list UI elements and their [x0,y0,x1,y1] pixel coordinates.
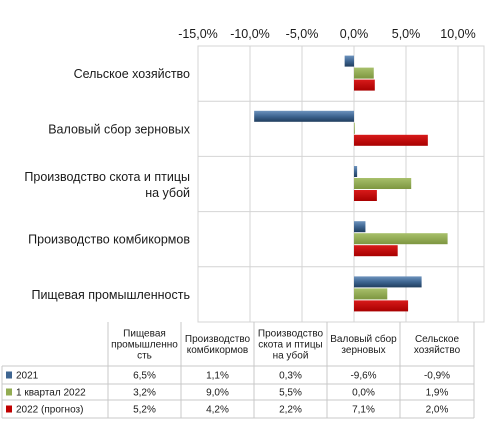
category-label: Сельское хозяйство [74,67,190,81]
legend-swatch [6,405,12,413]
table-header: Производство комбикормов [185,334,251,356]
bar [354,190,377,201]
bar [354,79,375,91]
bar [344,55,354,67]
legend-entry: 2021 [16,371,39,382]
table-cell: 4,2% [206,405,229,416]
category-label: Валовый сбор зерновых [48,122,191,136]
plot-grid [197,45,485,323]
table-header: Производство скота и птицы на убой [258,329,324,362]
table-cell: 2,2% [279,405,302,416]
table-cell: 2,0% [426,405,449,416]
x-tick-label: 0,0% [340,27,369,41]
x-tick-label: -10,0% [230,27,270,41]
table-cell: 5,2% [133,405,156,416]
plot-frame [197,45,485,323]
x-tick-label: -5,0% [286,27,319,41]
table-cell: -0,9% [424,371,450,382]
bar [354,122,355,134]
table-cell: 6,5% [133,371,156,382]
x-tick-label: -15,0% [178,27,218,41]
table-cell: 0,3% [279,371,302,382]
table-header: Валовый сбор зерновых [330,333,397,356]
bar [354,221,366,233]
bar [354,276,422,288]
table-cell: 7,1% [352,405,375,416]
bar [354,245,398,257]
table-cell: -9,6% [350,371,376,382]
bar [354,178,412,189]
table-cell: 1,1% [206,371,229,382]
bar [254,110,354,122]
category-label: Пищевая промышленность [31,288,190,302]
table-header: Пищевая промышленно сть [111,329,178,362]
table-cell: 3,2% [133,388,156,399]
table-header: Сельское хозяйство [414,334,461,356]
category-label: Производство комбикормов [28,233,190,247]
bar [354,300,409,312]
legend-swatch [6,388,12,396]
x-tick-label: 5,0% [392,27,421,41]
table-cell: 0,0% [352,388,375,399]
bar [354,233,448,245]
category-label: Производство скота и птицы на убой [24,170,190,200]
legend-swatch [6,371,12,379]
bar [354,288,388,300]
table-cell: 9,0% [206,388,229,399]
bars [254,55,448,312]
data-table: Пищевая промышленно сть Производство комбико… [1,322,475,419]
bar [354,166,358,177]
x-tick-label: 10,0% [440,27,475,41]
legend-entry: 2022 (прогноз) [16,405,83,416]
bar [354,67,374,79]
x-axis: -15,0% -10,0% -5,0% 0,0% 5,0% 10,0% [178,27,476,41]
category-labels: Сельское хозяйство Валовый сбор зерновых П… [24,67,190,302]
legend-entry: 1 квартал 2022 [16,388,86,399]
table-cell: 5,5% [279,388,302,399]
table-cell: 1,9% [426,388,449,399]
bar [354,134,428,146]
